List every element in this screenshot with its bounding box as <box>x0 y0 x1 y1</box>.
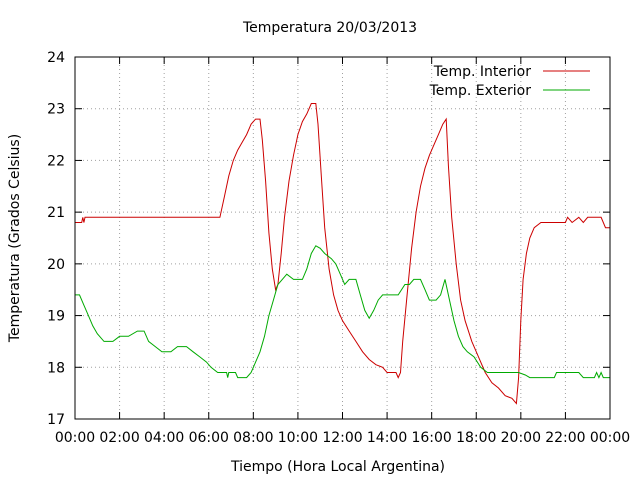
y-tick-label: 19 <box>47 309 65 325</box>
chart-title: Temperatura 20/03/2013 <box>242 20 417 36</box>
x-axis-label: Tiempo (Hora Local Argentina) <box>230 459 445 475</box>
legend-label: Temp. Exterior <box>429 83 532 99</box>
series-line-1 <box>75 245 610 379</box>
y-tick-label: 23 <box>47 102 65 118</box>
y-tick-label: 22 <box>47 153 65 169</box>
legend: Temp. Interior Temp. Exterior <box>429 64 590 99</box>
x-tick-label: 18:00 <box>456 430 496 446</box>
x-tick-label: 02:00 <box>99 430 139 446</box>
x-tick-label: 00:00 <box>590 430 630 446</box>
x-tick-label: 06:00 <box>189 430 229 446</box>
x-tick-label: 16:00 <box>411 430 451 446</box>
y-tick-label: 17 <box>47 412 65 428</box>
legend-label: Temp. Interior <box>433 64 532 80</box>
x-tick-label: 00:00 <box>55 430 95 446</box>
x-axis-ticks: 00:00 02:00 04:00 06:00 08:00 10:00 12:00 14:00… <box>55 57 630 446</box>
y-axis-label: Temperatura (Grados Celsius) <box>7 134 23 343</box>
series-lines <box>75 103 610 405</box>
y-axis-ticks: 17 18 19 20 21 22 23 24 <box>47 50 610 428</box>
grid <box>75 57 610 419</box>
x-tick-label: 14:00 <box>367 430 407 446</box>
y-tick-label: 21 <box>47 205 65 221</box>
x-tick-label: 22:00 <box>545 430 585 446</box>
x-tick-label: 10:00 <box>278 430 318 446</box>
y-tick-label: 18 <box>47 360 65 376</box>
plot-frame <box>74 56 611 420</box>
x-tick-label: 04:00 <box>144 430 184 446</box>
y-tick-label: 24 <box>47 50 65 66</box>
y-tick-label: 20 <box>47 257 65 273</box>
x-tick-label: 12:00 <box>322 430 362 446</box>
series-line-0 <box>75 103 610 405</box>
x-tick-label: 20:00 <box>501 430 541 446</box>
x-tick-label: 08:00 <box>233 430 273 446</box>
